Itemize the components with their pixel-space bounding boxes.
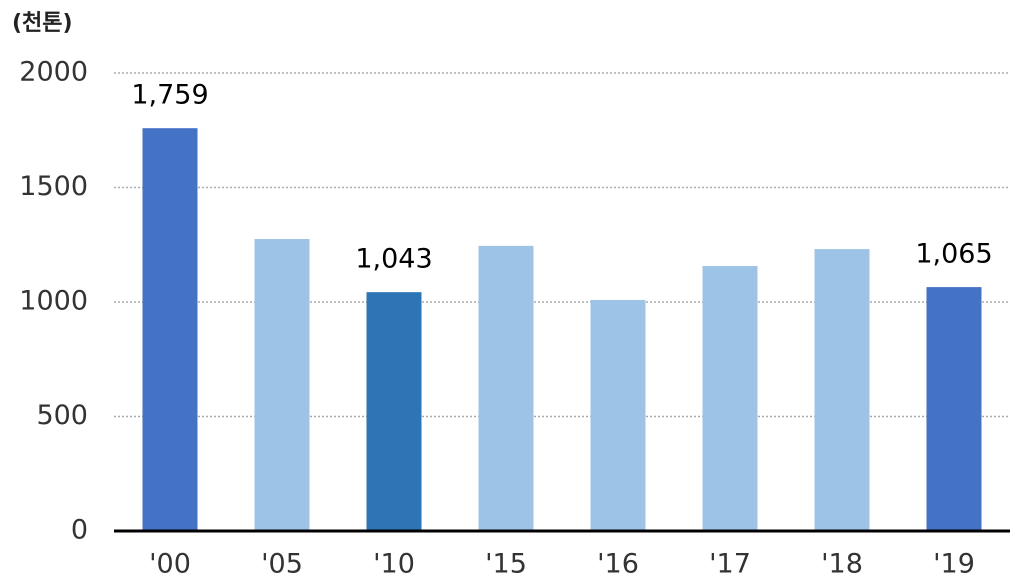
bar (702, 266, 758, 531)
x-tick-label: '16 (597, 549, 639, 580)
x-tick-label: '05 (261, 549, 303, 580)
bar (142, 128, 198, 531)
y-tick-label: 0 (71, 515, 88, 546)
bar (478, 245, 534, 531)
x-tick-label: '18 (821, 549, 863, 580)
value-label: 1,065 (915, 239, 992, 270)
bar (814, 249, 870, 531)
x-tick-label: '19 (933, 549, 975, 580)
bar (590, 299, 646, 531)
unit-label: (천톤) (12, 11, 73, 36)
x-tick-label: '17 (709, 549, 751, 580)
value-label: 1,759 (131, 80, 208, 111)
x-tick-label: '00 (149, 549, 191, 580)
bar (926, 287, 982, 531)
bar (366, 292, 422, 531)
y-tick-label: 1000 (19, 286, 88, 317)
y-tick-label: 500 (36, 400, 88, 431)
x-tick-label: '15 (485, 549, 527, 580)
y-tick-label: 2000 (19, 57, 88, 88)
bar (254, 239, 310, 531)
x-tick-label: '10 (373, 549, 415, 580)
value-label: 1,043 (355, 244, 432, 275)
y-tick-label: 1500 (19, 171, 88, 202)
